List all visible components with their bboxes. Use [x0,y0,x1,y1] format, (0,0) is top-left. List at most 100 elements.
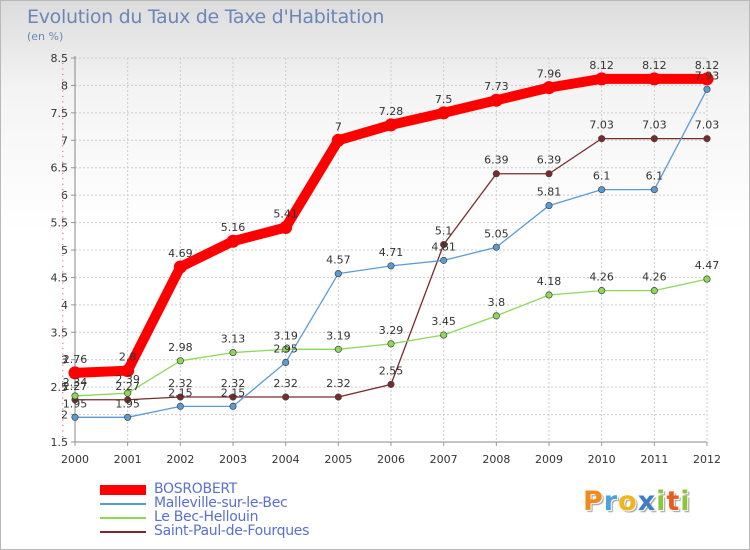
y-minor-tick [62,408,64,410]
y-tick-label: 1.5 [51,436,69,449]
data-point [226,234,240,248]
data-point [542,81,556,95]
y-tick-label: 8.5 [51,52,69,65]
logo-letter: i [656,486,667,517]
y-tick-label: 5 [61,244,68,257]
legend-item: Le Bec-Hellouin [100,509,420,525]
data-point [334,270,342,278]
y-minor-tick [62,178,64,180]
data-label: 4.26 [642,271,667,284]
y-tick-label: 4 [61,299,68,312]
data-point [176,393,184,401]
data-point [492,170,500,178]
y-minor-tick [62,145,64,147]
series-saint-paul-de-fourques [71,135,711,404]
x-tick-label: 2006 [377,453,405,466]
data-point [124,413,132,421]
data-point [387,340,395,348]
data-point [437,106,451,120]
data-label: 2.15 [221,386,246,399]
y-minor-tick [62,326,64,328]
y-tick-label: 7.5 [51,107,69,120]
y-minor-tick [62,403,64,405]
data-point [703,135,711,143]
data-point [440,240,448,249]
y-minor-tick [62,205,64,207]
y-minor-tick [62,172,64,174]
logo-letter: i [680,486,691,517]
data-label: 7.03 [695,119,720,132]
y-minor-tick [62,260,64,262]
y-minor-tick [62,381,64,383]
y-minor-tick [62,62,64,64]
y-minor-tick [62,222,64,224]
y-minor-tick [62,298,64,300]
y-minor-tick [62,211,64,213]
data-label: 6.39 [484,154,509,167]
y-minor-tick [62,150,64,152]
y-minor-tick [62,436,64,438]
data-label: 7.28 [379,105,404,118]
data-label: 2.32 [168,377,193,390]
data-label: 2.8 [119,351,137,364]
y-minor-tick [62,139,64,141]
data-point [384,118,398,132]
data-point [282,358,290,367]
data-point [229,393,237,401]
y-minor-tick [62,276,64,278]
data-label: 5.05 [484,227,509,240]
chart-subtitle: (en %) [27,30,64,43]
y-minor-tick [62,112,64,114]
data-point [545,202,553,210]
data-label: 2.15 [168,386,193,399]
logo-letter: t [666,486,681,517]
data-point [334,345,342,353]
data-point [492,312,500,320]
data-label: 4.57 [326,254,351,267]
data-point [334,393,342,401]
data-label: 8.12 [695,59,720,72]
y-minor-tick [62,95,64,97]
y-minor-tick [62,200,64,202]
data-label: 8.12 [642,59,667,72]
data-point [647,72,661,86]
data-label: 2.98 [168,341,193,354]
y-minor-tick [62,375,64,377]
y-tick-label: 3.5 [51,326,69,339]
logo-letter: P [583,486,604,517]
data-label: 2.34 [63,376,88,389]
legend-swatch [100,485,146,495]
y-minor-tick [62,265,64,267]
data-label: 2.39 [115,373,140,386]
y-minor-tick [62,194,64,196]
y-tick-label: 5.5 [51,217,69,230]
y-minor-tick [62,90,64,92]
y-minor-tick [62,370,64,372]
y-minor-tick [62,342,64,344]
data-label: 1.95 [63,397,88,410]
y-minor-tick [62,123,64,125]
y-tick-label: 2 [61,409,68,422]
data-label: 5.1 [435,225,453,238]
data-point [440,331,448,339]
y-tick-label: 2.5 [51,381,69,394]
y-minor-tick [62,353,64,355]
data-point [229,349,237,357]
data-point [387,380,395,388]
data-label: 2.32 [273,377,298,390]
y-minor-tick [62,386,64,388]
x-tick-label: 2000 [61,453,89,466]
y-minor-tick [62,397,64,399]
legend-item: Saint-Paul-de-Fourques [100,523,420,539]
y-minor-tick [62,359,64,361]
data-label: 6.1 [646,170,664,183]
y-minor-tick [62,79,64,81]
series-le-bec-hellouin [71,275,711,400]
data-point [650,186,658,194]
x-tick-label: 2003 [219,453,247,466]
x-tick-label: 2004 [272,453,300,466]
y-minor-tick [62,244,64,246]
data-label: 2.27 [63,380,88,393]
chart-title: Evolution du Taux de Taxe d'Habitation [27,6,385,28]
data-point [279,221,293,235]
